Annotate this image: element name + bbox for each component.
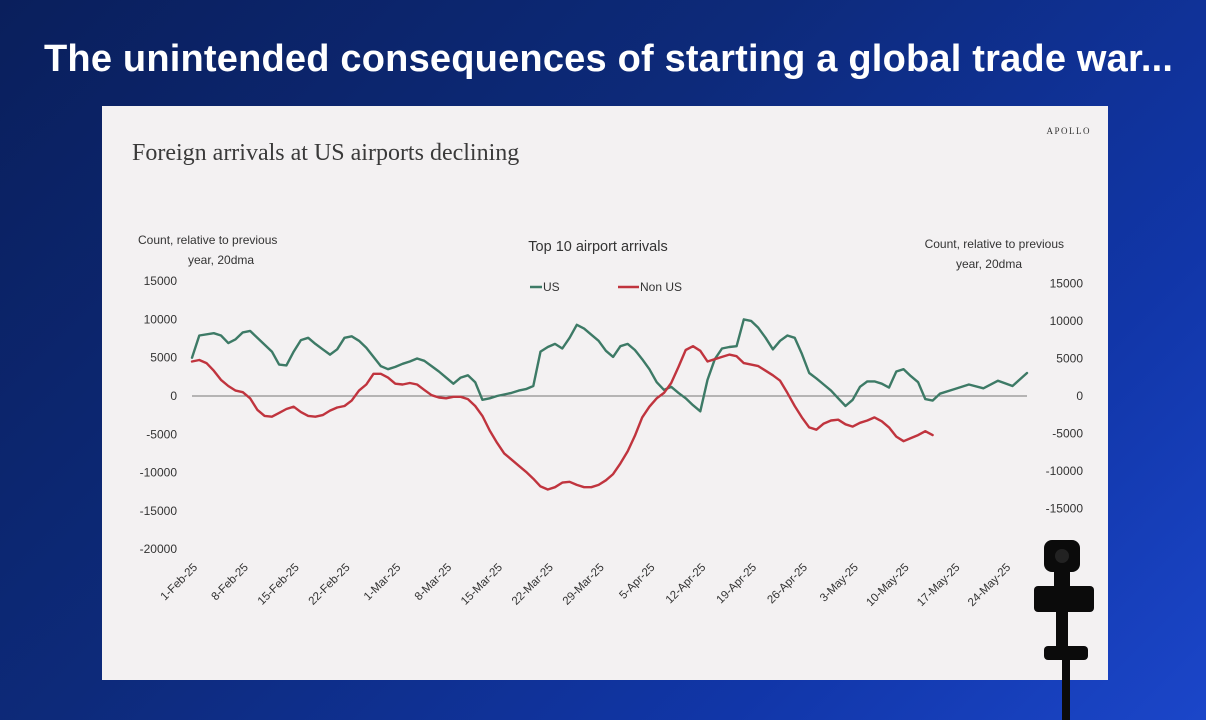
right-axis-label-line2: year, 20dma — [956, 257, 1022, 271]
left-y-tick-label: 0 — [170, 389, 177, 403]
x-tick-label: 15-Mar-25 — [459, 562, 505, 608]
left-axis-label-line1: Count, relative to previous — [138, 233, 277, 247]
x-tick-label: 8-Feb-25 — [209, 562, 250, 603]
left-y-tick-label: -5000 — [146, 427, 177, 441]
left-y-tick-label: -15000 — [140, 504, 178, 518]
x-tick-label: 24-May-25 — [966, 562, 1013, 609]
x-tick-label: 1-Feb-25 — [159, 562, 200, 603]
right-y-tick-label: 15000 — [1050, 277, 1084, 291]
x-tick-label: 26-Apr-25 — [765, 562, 810, 607]
chart-title: Foreign arrivals at US airports declinin… — [132, 140, 519, 166]
slide-title: The unintended consequences of starting … — [44, 38, 1174, 80]
x-tick-label: 22-Mar-25 — [510, 562, 556, 608]
right-axis-label-line1: Count, relative to previous — [925, 237, 1064, 251]
right-y-tick-label: -10000 — [1046, 464, 1084, 478]
x-tick-label: 17-May-25 — [915, 562, 962, 609]
x-tick-label: 3-May-25 — [818, 562, 861, 605]
x-tick-label: 5-Apr-25 — [617, 562, 657, 602]
x-tick-label: 12-Apr-25 — [664, 562, 709, 607]
right-y-tick-label: -15000 — [1046, 502, 1084, 516]
right-y-tick-label: 0 — [1076, 389, 1083, 403]
legend: US Non US — [530, 280, 682, 294]
chart-subtitle: Top 10 airport arrivals — [528, 239, 667, 255]
right-y-tick-label: 5000 — [1056, 352, 1083, 366]
legend-nonus-label: Non US — [640, 280, 682, 294]
right-y-tick-label: 10000 — [1050, 314, 1084, 328]
left-y-tick-label: -20000 — [140, 542, 178, 556]
left-y-tick-label: 5000 — [150, 351, 177, 365]
x-tick-label: 29-Mar-25 — [561, 562, 607, 608]
right-y-tick-label: -5000 — [1052, 427, 1083, 441]
left-axis-label-line2: year, 20dma — [188, 253, 254, 267]
right-y-ticks: 15000 10000 5000 0 -5000 -10000 -15000 — [1046, 277, 1084, 516]
legend-us-label: US — [543, 280, 560, 294]
left-axis-label: Count, relative to previous year, 20dma — [138, 233, 277, 267]
chart-panel: APOLLO Foreign arrivals at US airports d… — [102, 106, 1108, 680]
left-y-tick-label: -10000 — [140, 466, 178, 480]
left-y-ticks: 15000 10000 5000 0 -5000 -10000 -15000 -20000 — [140, 274, 178, 556]
chart-svg: APOLLO Foreign arrivals at US airports d… — [132, 126, 1092, 609]
left-y-tick-label: 10000 — [144, 312, 178, 326]
x-tick-label: 10-May-25 — [864, 562, 911, 609]
series-line-non-us — [190, 344, 934, 491]
left-y-tick-label: 15000 — [144, 274, 178, 288]
x-tick-label: 8-Mar-25 — [413, 562, 454, 603]
x-tick-label: 1-Mar-25 — [362, 562, 403, 603]
x-tick-label: 22-Feb-25 — [307, 562, 353, 608]
x-tick-labels: 1-Feb-25 8-Feb-25 15-Feb-25 22-Feb-25 1-Mar-… — [159, 562, 1014, 609]
camera-silhouette — [1034, 540, 1094, 720]
series-line-us — [190, 318, 1029, 413]
x-tick-label: 15-Feb-25 — [256, 562, 302, 608]
brand-label: APOLLO — [1047, 126, 1092, 136]
series-lines — [190, 318, 1029, 491]
x-tick-label: 19-Apr-25 — [715, 562, 760, 607]
right-axis-label: Count, relative to previous year, 20dma — [925, 237, 1064, 271]
